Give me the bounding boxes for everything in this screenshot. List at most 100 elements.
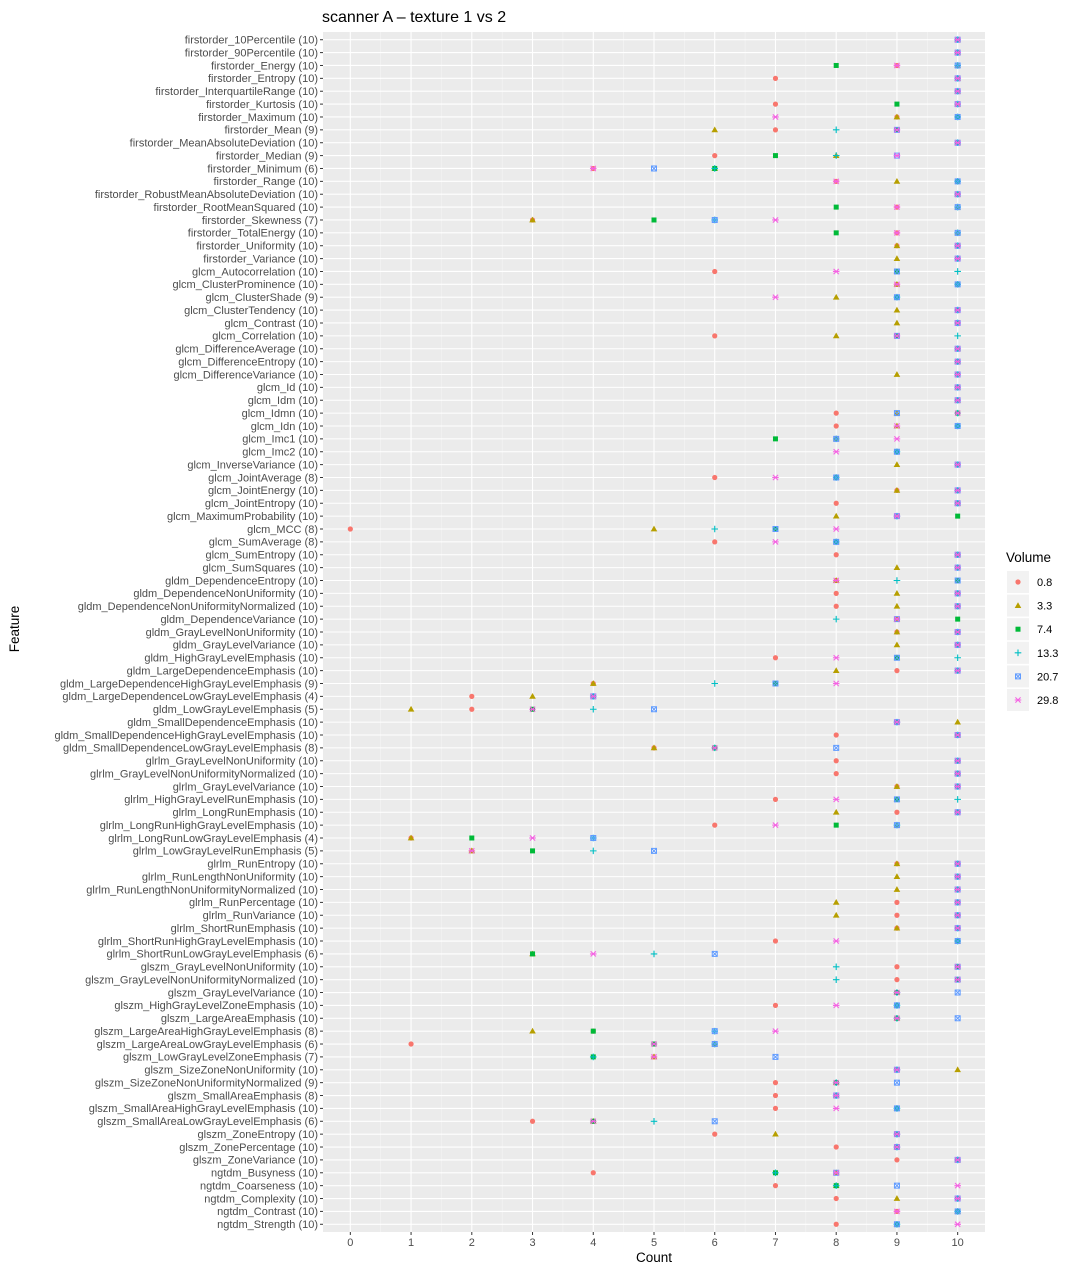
data-point: [590, 1170, 596, 1176]
y-tick-label: glrlm_RunEntropy (10): [207, 859, 318, 871]
data-point: [832, 911, 840, 918]
data-point: [529, 706, 536, 713]
data-point: [893, 860, 901, 867]
data-point: [833, 62, 839, 68]
data-point: [893, 564, 901, 571]
data-point: [954, 925, 961, 932]
data-point: [469, 693, 475, 699]
y-tick-label: glszm_SmallAreaLowGrayLevelEmphasis (6): [97, 1116, 318, 1128]
data-point: [712, 474, 718, 481]
data-point: [894, 668, 900, 674]
data-point: [893, 113, 901, 120]
data-point: [954, 809, 961, 816]
y-tick-label: gldm_SmallDependenceEmphasis (10): [127, 717, 318, 729]
data-point: [711, 126, 719, 133]
y-tick-label: glcm_MaximumProbability (10): [167, 511, 318, 523]
x-tick-label: 2: [469, 1237, 475, 1249]
x-axis: 0 1 2 3 4 5 6 7 8 9 10: [347, 1232, 964, 1249]
data-point: [772, 796, 779, 802]
y-tick-label: firstorder_Skewness (7): [202, 215, 318, 227]
legend: Volume 0.8 3.3 7.4 13.3 20.7 29.8: [1006, 550, 1058, 711]
legend-key: [1014, 649, 1022, 657]
data-point: [529, 1118, 536, 1124]
data-point: [529, 692, 536, 699]
legend-item: 7.4: [1007, 618, 1052, 641]
y-tick-label: glcm_ClusterProminence (10): [173, 279, 319, 291]
y-tick-label: glszm_GrayLevelVariance (10): [168, 987, 318, 999]
data-point: [893, 1066, 901, 1073]
data-point: [712, 822, 718, 828]
y-tick-label: firstorder_Median (9): [216, 150, 318, 162]
data-point: [893, 1015, 901, 1022]
y-tick-label: firstorder_Uniformity (10): [196, 241, 318, 253]
y-tick-label: glcm_DifferenceVariance (10): [174, 369, 319, 381]
data-point: [469, 835, 475, 841]
y-tick-label: glrlm_ShortRunEmphasis (10): [171, 923, 318, 935]
y-tick-label: glszm_LargeAreaHighGrayLevelEmphasis (8): [94, 1026, 318, 1038]
y-tick-label: glcm_Imc2 (10): [242, 447, 318, 459]
data-point: [954, 757, 961, 764]
y-tick-label: glrlm_LongRunHighGrayLevelEmphasis (10): [100, 820, 318, 832]
legend-title: Volume: [1006, 550, 1051, 565]
data-point: [954, 899, 961, 906]
data-point: [954, 139, 961, 146]
data-point: [832, 268, 840, 275]
data-point: [954, 461, 961, 468]
data-point: [589, 847, 597, 855]
data-point: [954, 255, 961, 262]
data-point: [711, 165, 719, 172]
y-tick-label: glcm_SumSquares (10): [202, 562, 318, 574]
x-tick-label: 7: [772, 1237, 778, 1249]
data-point: [893, 448, 900, 455]
y-tick-label: firstorder_InterquartileRange (10): [155, 86, 318, 98]
data-point: [954, 49, 961, 56]
data-point: [954, 500, 961, 507]
data-point: [772, 216, 779, 223]
data-point: [955, 616, 961, 622]
data-point: [954, 577, 961, 584]
data-point: [893, 641, 901, 648]
data-point: [832, 1182, 840, 1189]
data-point: [712, 268, 718, 275]
legend-item: 20.7: [1007, 665, 1058, 688]
data-point: [954, 178, 961, 185]
y-tick-label: gldm_LargeDependenceHighGrayLevelEmphasi…: [60, 678, 318, 690]
data-point: [650, 744, 658, 751]
data-point: [832, 1105, 840, 1112]
data-point: [832, 1002, 840, 1009]
y-tick-label: gldm_GrayLevelVariance (10): [173, 640, 318, 652]
data-point: [650, 1041, 658, 1048]
data-point: [589, 1053, 597, 1061]
data-point: [954, 590, 961, 597]
x-tick-label: 3: [529, 1237, 535, 1249]
data-point: [893, 873, 901, 880]
data-point: [469, 706, 475, 712]
legend-label: 13.3: [1037, 648, 1058, 660]
data-point: [893, 435, 901, 442]
data-point: [772, 938, 779, 944]
y-tick-label: glszm_SmallAreaHighGrayLevelEmphasis (10…: [89, 1103, 318, 1115]
y-tick-label: firstorder_90Percentile (10): [185, 47, 318, 59]
data-point: [832, 976, 840, 983]
data-point: [893, 783, 901, 789]
data-point: [589, 705, 597, 713]
data-point: [529, 835, 536, 841]
data-point: [712, 1131, 718, 1137]
data-point: [954, 113, 961, 120]
data-point: [954, 976, 961, 983]
data-point: [954, 564, 961, 571]
y-tick-label: glrlm_RunPercentage (10): [189, 897, 318, 909]
data-point: [833, 204, 839, 210]
y-tick-label: gldm_GrayLevelNonUniformity (10): [146, 627, 318, 639]
data-point: [893, 1144, 901, 1151]
data-point: [832, 178, 840, 185]
data-point: [893, 1182, 900, 1189]
grid-major: [323, 32, 985, 1232]
data-point: [650, 525, 658, 532]
data-point: [954, 242, 961, 249]
data-point: [832, 332, 840, 339]
data-point: [893, 242, 901, 249]
data-point: [590, 1028, 596, 1034]
x-tick-label: 5: [651, 1237, 657, 1249]
